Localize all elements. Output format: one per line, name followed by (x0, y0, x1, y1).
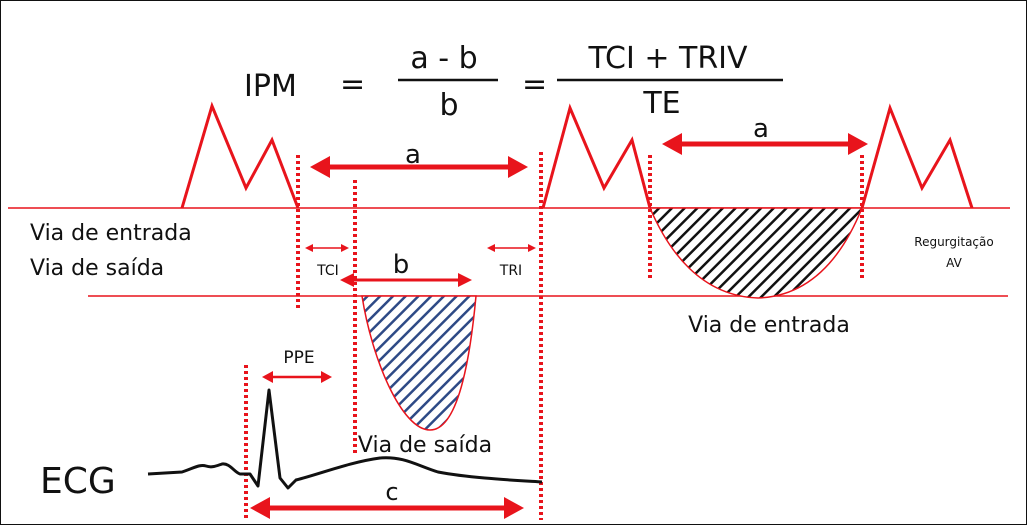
formula-fraction-2-denominator: TE (642, 86, 680, 121)
arrow-a-right (662, 133, 868, 155)
label-tri: TRI (499, 263, 522, 279)
label-ecg: ECG (40, 461, 116, 502)
label-tci: TCI (316, 263, 339, 279)
formula-equals-1: = (340, 67, 365, 102)
label-regurg-line1: Regurgitação (914, 235, 993, 249)
label-a-left: a (405, 140, 421, 170)
label-inflow-curve: Via de entrada (688, 313, 850, 338)
formula-equals-2: = (522, 67, 547, 102)
arrow-a-left (310, 156, 528, 178)
label-inflow-row: Via de entrada (30, 221, 192, 246)
formula-fraction-1-numerator: a - b (410, 41, 477, 76)
inflow-wave-3 (860, 103, 974, 209)
inflow-wave-2 (541, 103, 652, 209)
arrow-tri (487, 244, 536, 252)
label-a-right: a (753, 114, 769, 144)
inflow-wave-1 (180, 101, 300, 209)
formula-fraction-1-denominator: b (439, 88, 458, 123)
arrow-ppe (262, 371, 332, 383)
label-ppe: PPE (283, 348, 314, 368)
label-regurg-line2: AV (946, 256, 962, 270)
label-c: c (385, 478, 398, 506)
timing-markers (244, 152, 864, 520)
outflow-velocity-curve (361, 295, 477, 431)
ipm-formula: IPM = a - b b = TCI + TRIV TE (244, 41, 783, 123)
label-outflow-row: Via de saída (30, 256, 164, 281)
ecg-trace (147, 388, 543, 490)
formula-lhs: IPM (244, 69, 297, 104)
label-b: b (393, 250, 410, 280)
interval-arrows (250, 133, 868, 519)
arrow-c (250, 497, 524, 519)
inflow-velocity-curve (648, 207, 864, 299)
arrow-b (340, 273, 472, 287)
formula-fraction-2-numerator: TCI + TRIV (587, 41, 748, 76)
arrow-tci (305, 244, 349, 252)
label-outflow-curve: Via de saída (358, 433, 492, 458)
